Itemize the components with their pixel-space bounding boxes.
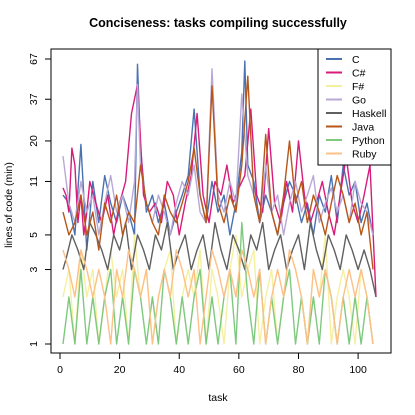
x-tick-label: 60 xyxy=(233,364,245,376)
legend-entry: Java xyxy=(352,122,374,134)
y-tick-label: 1 xyxy=(28,341,40,347)
series-line-f--2 xyxy=(62,234,374,345)
y-axis: 1 3 5 11 20 37 67 xyxy=(28,53,52,347)
legend-entry: C xyxy=(352,54,360,66)
x-tick-label: 40 xyxy=(173,364,185,376)
x-tick-label: 20 xyxy=(114,364,126,376)
x-tick-label: 0 xyxy=(57,364,63,376)
x-axis-label: task xyxy=(208,392,228,404)
series-layer xyxy=(62,60,377,345)
legend-entry: Python xyxy=(352,135,385,147)
y-tick-label: 3 xyxy=(28,266,40,272)
y-tick-label: 67 xyxy=(28,53,40,65)
legend-entry: F# xyxy=(352,81,364,93)
x-axis: 0 20 40 60 80 100 xyxy=(57,352,367,376)
y-tick-label: 11 xyxy=(28,176,40,187)
series-line-python-6 xyxy=(62,221,374,345)
series-line-haskell-4 xyxy=(62,221,377,298)
y-tick-label: 5 xyxy=(28,232,40,238)
chart-title: Conciseness: tasks compiling successfull… xyxy=(89,16,347,30)
legend-entry: Go xyxy=(352,95,366,107)
x-tick-label: 100 xyxy=(349,364,367,376)
x-tick-label: 80 xyxy=(293,364,305,376)
legend-entry: Haskell xyxy=(352,108,386,120)
series-line-java-5 xyxy=(62,75,374,270)
y-tick-label: 20 xyxy=(28,135,40,147)
legend-entry: Ruby xyxy=(352,149,377,161)
legend-entry: C# xyxy=(352,68,366,80)
legend-box xyxy=(317,48,392,166)
y-tick-label: 37 xyxy=(28,93,40,105)
series-line-ruby-7 xyxy=(62,249,374,345)
y-axis-label: lines of code (min) xyxy=(3,162,15,248)
